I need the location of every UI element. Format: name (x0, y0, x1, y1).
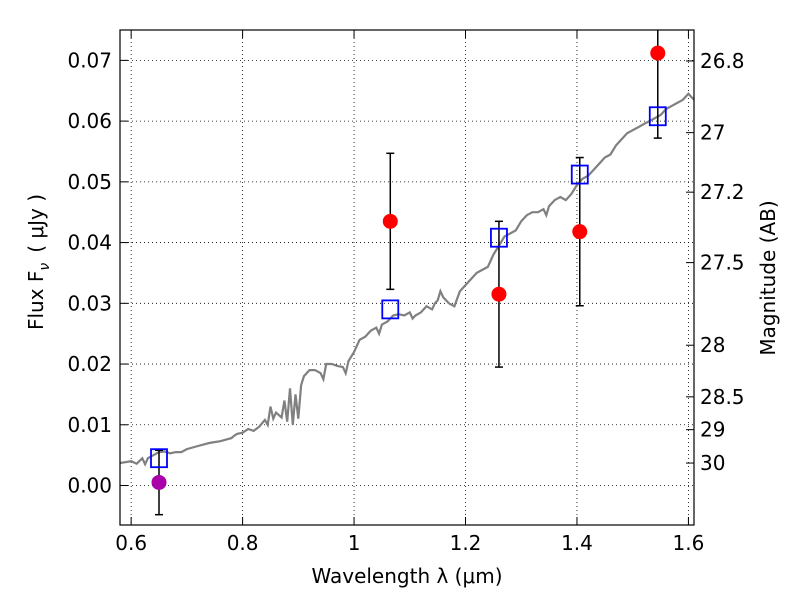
plot-layer (120, 30, 694, 516)
plot-frame (119, 29, 695, 526)
x-tick-label: 1.4 (561, 531, 593, 555)
model-band-square (381, 299, 400, 320)
observed-point-low (151, 474, 167, 490)
observed-point (572, 224, 588, 240)
y-axis-label-units: ( μJy ) (24, 194, 48, 253)
model-band-square (150, 448, 168, 469)
right-tick-label: 27.5 (700, 251, 745, 275)
model-band-square (648, 106, 667, 127)
right-tick-label: 28 (700, 333, 725, 357)
right-tick-label: 30 (700, 451, 725, 475)
x-tick-label: 0.6 (115, 531, 147, 555)
y-tick-label: 0.02 (67, 352, 112, 376)
y-tick-label: 0.01 (67, 413, 112, 437)
y-tick-label: 0.07 (67, 48, 112, 72)
x-tick-label: 1.2 (450, 531, 482, 555)
observed-point (491, 286, 507, 302)
model-band-square (570, 164, 589, 185)
x-tick-label: 0.8 (227, 531, 259, 555)
right-tick-label: 27 (700, 121, 725, 145)
y-axis-label-main: Flux F (24, 271, 48, 330)
y-tick-label: 0.06 (67, 109, 112, 133)
model-band-square (490, 227, 508, 248)
y-tick-label: 0.05 (67, 170, 112, 194)
grid-lines (120, 30, 694, 525)
observed-point (650, 45, 666, 61)
right-tick-label: 26.8 (700, 49, 745, 73)
model-spectrum-line (120, 92, 694, 467)
right-tick-label: 29 (700, 418, 725, 442)
right-axis-label: Magnitude (AB) (756, 200, 780, 355)
right-tick-label: 27.2 (700, 180, 745, 204)
y-tick-label: 0.04 (67, 231, 112, 255)
tick-labels: 0.6 0.8 1 1.2 1.4 1.6 0.00 0.01 0.02 0.03 0.04 0.05… (67, 48, 744, 555)
observed-point (382, 213, 398, 229)
y-axis-label: Flux Fν ( μJy ) (24, 194, 53, 330)
y-tick-label: 0.00 (67, 474, 112, 498)
x-axis-label: Wavelength λ (μm) (311, 564, 502, 588)
y-axis-label-subscript: ν (37, 263, 53, 271)
x-tick-label: 1.6 (673, 531, 705, 555)
right-tick-label: 28.5 (700, 385, 745, 409)
x-tick-label: 1 (348, 531, 361, 555)
tick-marks (120, 30, 694, 525)
y-tick-label: 0.03 (67, 291, 112, 315)
